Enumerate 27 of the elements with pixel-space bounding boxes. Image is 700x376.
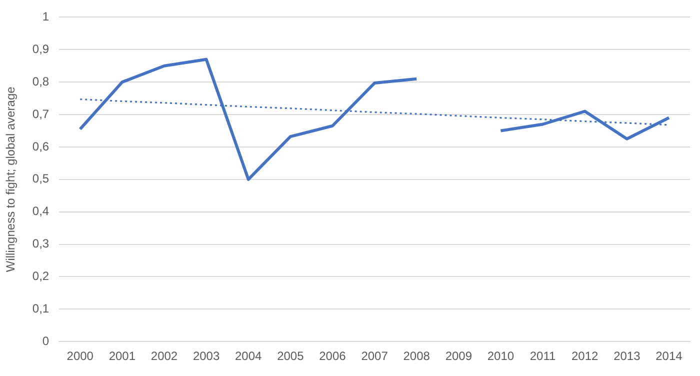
y-tick-label: 0 — [42, 334, 50, 348]
x-tick-label: 2002 — [150, 349, 178, 364]
x-tick-label: 2008 — [403, 349, 430, 364]
y-tick-label: 0,5 — [32, 172, 50, 186]
x-tick-label: 2001 — [108, 349, 136, 364]
x-tick-label: 2004 — [235, 349, 262, 364]
x-tick-label: 2014 — [656, 349, 683, 364]
x-tick-label: 2013 — [614, 349, 641, 364]
y-tick-label: 0,1 — [32, 301, 50, 316]
x-tick-label: 2009 — [445, 349, 472, 364]
x-tick-label: 2011 — [530, 349, 556, 364]
x-tick-label: 2012 — [571, 349, 599, 364]
y-tick-label: 0,6 — [32, 139, 50, 154]
x-tick-label: 2005 — [277, 349, 304, 364]
y-tick-label: 0,2 — [32, 269, 50, 284]
y-tick-label: 0,3 — [32, 236, 50, 251]
y-tick-label: 1 — [42, 10, 50, 24]
x-tick-label: 2003 — [192, 349, 220, 364]
y-tick-label: 0,4 — [32, 204, 50, 218]
y-tick-label: 0,9 — [32, 42, 50, 56]
y-tick-label: 0,8 — [32, 74, 50, 88]
x-tick-label: 2007 — [361, 349, 388, 364]
y-axis-title: Willingness to fight; global average — [4, 86, 18, 272]
x-tick-label: 2010 — [487, 349, 514, 364]
x-tick-label: 2006 — [319, 349, 346, 364]
y-tick-label: 0,7 — [32, 106, 50, 121]
x-tick-label: 2000 — [66, 349, 94, 364]
